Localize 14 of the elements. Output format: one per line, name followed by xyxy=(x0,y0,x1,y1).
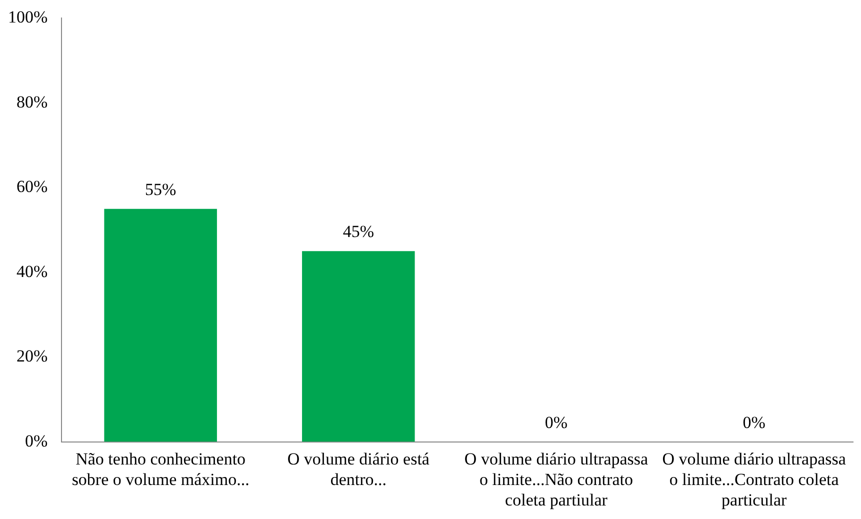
y-tick-label: 100% xyxy=(8,8,48,27)
data-label: 0% xyxy=(742,412,766,432)
data-label: 55% xyxy=(144,180,176,199)
y-tick-label: 40% xyxy=(16,262,48,281)
data-label: 45% xyxy=(342,222,374,242)
data-label: 0% xyxy=(544,412,568,432)
y-tick-label: 60% xyxy=(16,177,48,196)
x-tick-label: O volume diário está dentro... xyxy=(287,449,430,489)
x-tick-label: O volume diário ultrapassa o limite...Contrato coleta particular xyxy=(662,449,846,510)
y-tick-label: 20% xyxy=(16,346,48,366)
y-tick-label: 0% xyxy=(24,431,48,450)
y-tick-label: 80% xyxy=(16,92,48,112)
x-tick-label: O volume diário ultrapassa o limite...Não contrato coleta partiular xyxy=(464,449,649,510)
x-tick-label: Não tenho conhecimento sobre o volume máximo... xyxy=(72,449,250,489)
